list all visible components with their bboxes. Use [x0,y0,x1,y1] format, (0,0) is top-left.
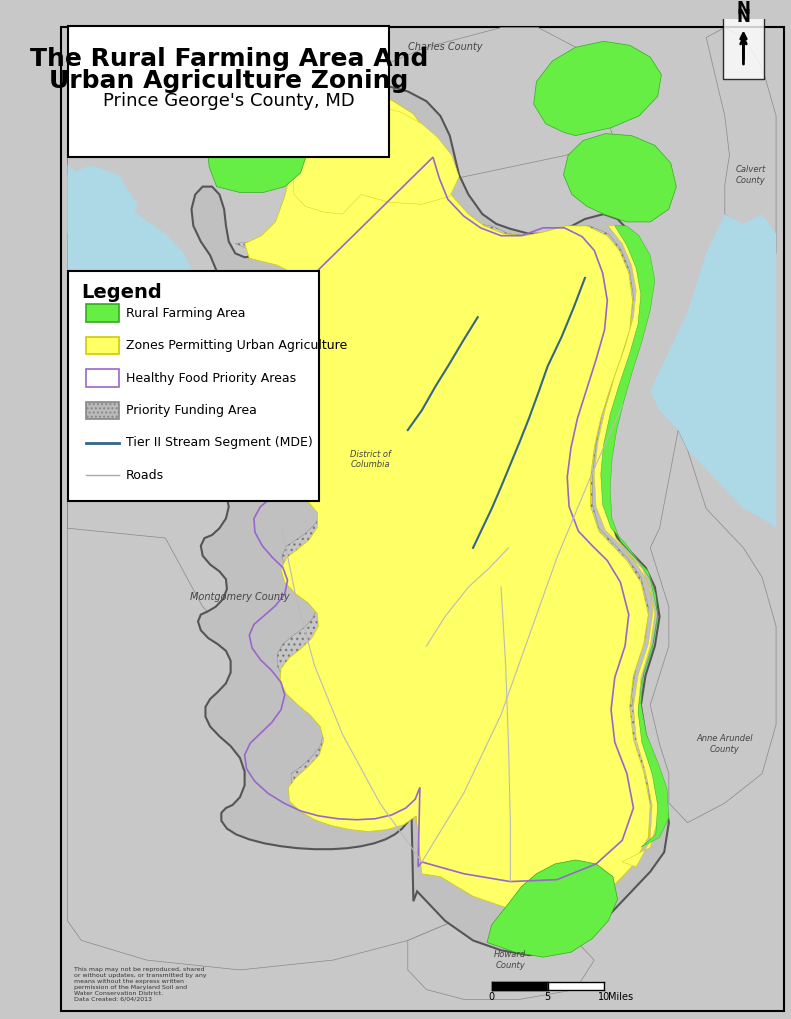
Text: 10: 10 [597,991,610,1002]
Text: Howard
County: Howard County [494,951,527,970]
Text: 5: 5 [544,991,551,1002]
Text: Tier II Stream Segment (MDE): Tier II Stream Segment (MDE) [127,436,313,449]
Polygon shape [370,440,417,489]
Text: Zones Permitting Urban Agriculture: Zones Permitting Urban Agriculture [127,339,347,353]
Polygon shape [706,28,776,254]
Bar [86,337,119,355]
Polygon shape [67,165,138,244]
Bar [86,401,119,419]
Text: Urban Agriculture Zoning: Urban Agriculture Zoning [49,69,408,93]
Polygon shape [235,95,650,881]
Polygon shape [650,214,776,528]
Text: Charles County: Charles County [408,42,483,52]
Polygon shape [601,226,669,847]
FancyBboxPatch shape [68,271,320,500]
Text: N: N [736,7,751,25]
Text: 0: 0 [489,991,494,1002]
Polygon shape [534,42,661,136]
Text: Healthy Food Priority Areas: Healthy Food Priority Areas [127,372,297,384]
Bar [86,305,119,322]
FancyBboxPatch shape [61,26,784,1011]
Text: This map may not be reproduced, shared
or without updates, or transmitted by any: This map may not be reproduced, shared o… [74,967,206,1002]
Polygon shape [408,892,594,1000]
Polygon shape [244,95,650,913]
FancyBboxPatch shape [68,25,389,157]
Text: The Rural Farming Area And: The Rural Farming Area And [29,47,428,71]
Text: Legend: Legend [81,283,162,302]
Polygon shape [293,106,459,214]
Polygon shape [182,87,669,955]
Polygon shape [207,108,307,193]
FancyBboxPatch shape [723,11,764,78]
Text: N: N [736,0,751,17]
Polygon shape [650,430,776,822]
Polygon shape [67,57,483,970]
Text: Miles: Miles [608,991,634,1002]
Text: Calvert
County: Calvert County [736,165,766,184]
Text: Priority Funding Area: Priority Funding Area [127,404,257,417]
Text: District of
Columbia: District of Columbia [350,449,391,469]
Text: Roads: Roads [127,469,165,482]
Text: Anne Arundel
County: Anne Arundel County [697,735,753,754]
Text: Rural Farming Area: Rural Farming Area [127,307,246,320]
Polygon shape [487,860,618,957]
Polygon shape [67,165,202,341]
Text: Prince George's County, MD: Prince George's County, MD [103,93,354,110]
Text: Montgomery County: Montgomery County [190,592,290,602]
Polygon shape [231,28,613,184]
Polygon shape [594,226,660,867]
Polygon shape [563,133,676,222]
Bar [86,369,119,387]
